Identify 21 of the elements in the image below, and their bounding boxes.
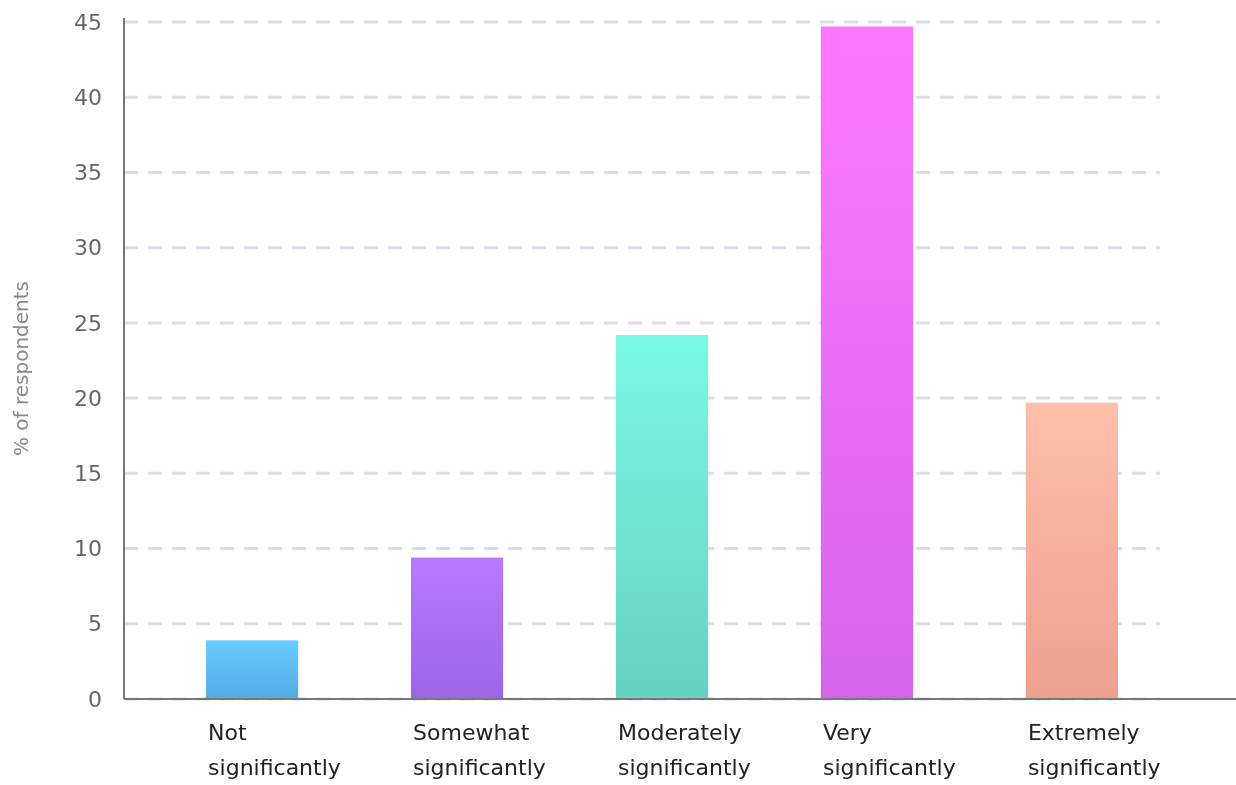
x-tick-label: Very significantly — [822, 720, 956, 780]
bar — [1025, 402, 1119, 699]
y-axis-title: % of respondents — [9, 280, 33, 457]
y-tick-label: 15 — [74, 461, 102, 487]
y-tick-label: 35 — [74, 160, 102, 186]
bar — [820, 26, 914, 699]
x-tick-label: Somewhat significantly — [413, 720, 546, 780]
bar — [410, 557, 504, 699]
x-tick-label: Moderately significantly — [618, 720, 751, 780]
y-tick-label: 40 — [74, 84, 102, 110]
x-tick-label: Not significantly — [208, 720, 341, 780]
y-tick-label: 10 — [74, 536, 102, 562]
y-tick-label: 20 — [74, 385, 102, 411]
y-tick-label: 25 — [74, 310, 102, 336]
y-tick-label: 0 — [88, 686, 102, 712]
bar — [615, 334, 709, 699]
y-tick-label: 30 — [74, 235, 102, 261]
bar — [205, 640, 299, 699]
y-tick-label: 45 — [74, 9, 102, 35]
x-tick-label: Extremely significantly — [1027, 720, 1161, 780]
y-tick-label: 5 — [88, 611, 102, 637]
